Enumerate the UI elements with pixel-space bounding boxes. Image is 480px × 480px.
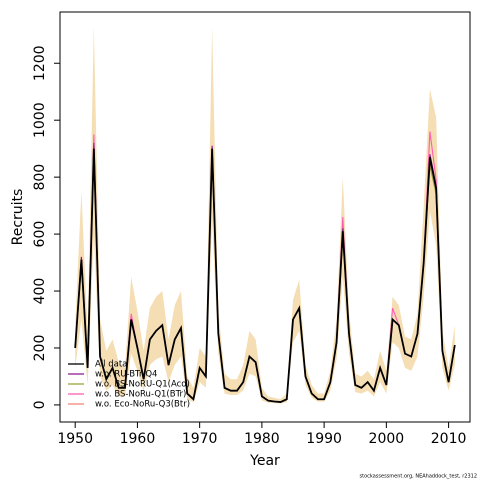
legend-label: All data — [95, 360, 127, 370]
y-tick-label: 1000 — [32, 102, 48, 138]
y-tick-label: 400 — [32, 278, 48, 305]
x-tick-label: 2000 — [369, 431, 405, 447]
confidence-band — [75, 26, 455, 404]
legend-label: w.o. RU-BTr-Q4 — [95, 370, 157, 380]
legend-label: w.o. Eco-NoRu-Q3(Btr) — [95, 400, 190, 410]
legend-label: w.o. BS-NoRU-Q1(Aco) — [95, 380, 190, 390]
y-tick-label: 0 — [32, 400, 48, 409]
series-line — [74, 148, 456, 403]
legend-label: w.o. BS-NoRu-Q1(BTr) — [95, 390, 186, 400]
series-line — [74, 148, 456, 403]
x-tick-label: 1980 — [244, 431, 280, 447]
x-tick-label: 1970 — [182, 431, 218, 447]
series-line — [74, 154, 456, 403]
plot-frame — [59, 11, 471, 423]
x-axis-label: Year — [249, 453, 280, 469]
series-line — [74, 142, 456, 403]
y-tick-label: 600 — [32, 221, 48, 248]
y-tick-label: 1200 — [32, 45, 48, 81]
footnote: stockassessment.org, NEAhaddock_test, r2… — [360, 474, 477, 480]
y-tick-label: 200 — [32, 335, 48, 362]
x-tick-label: 1960 — [120, 431, 156, 447]
x-tick-label: 2010 — [431, 431, 467, 447]
y-tick-label: 800 — [32, 164, 48, 191]
series-line — [74, 131, 456, 403]
x-tick-label: 1950 — [57, 431, 93, 447]
y-axis-label: Recruits — [10, 189, 26, 246]
x-tick-label: 1990 — [306, 431, 342, 447]
